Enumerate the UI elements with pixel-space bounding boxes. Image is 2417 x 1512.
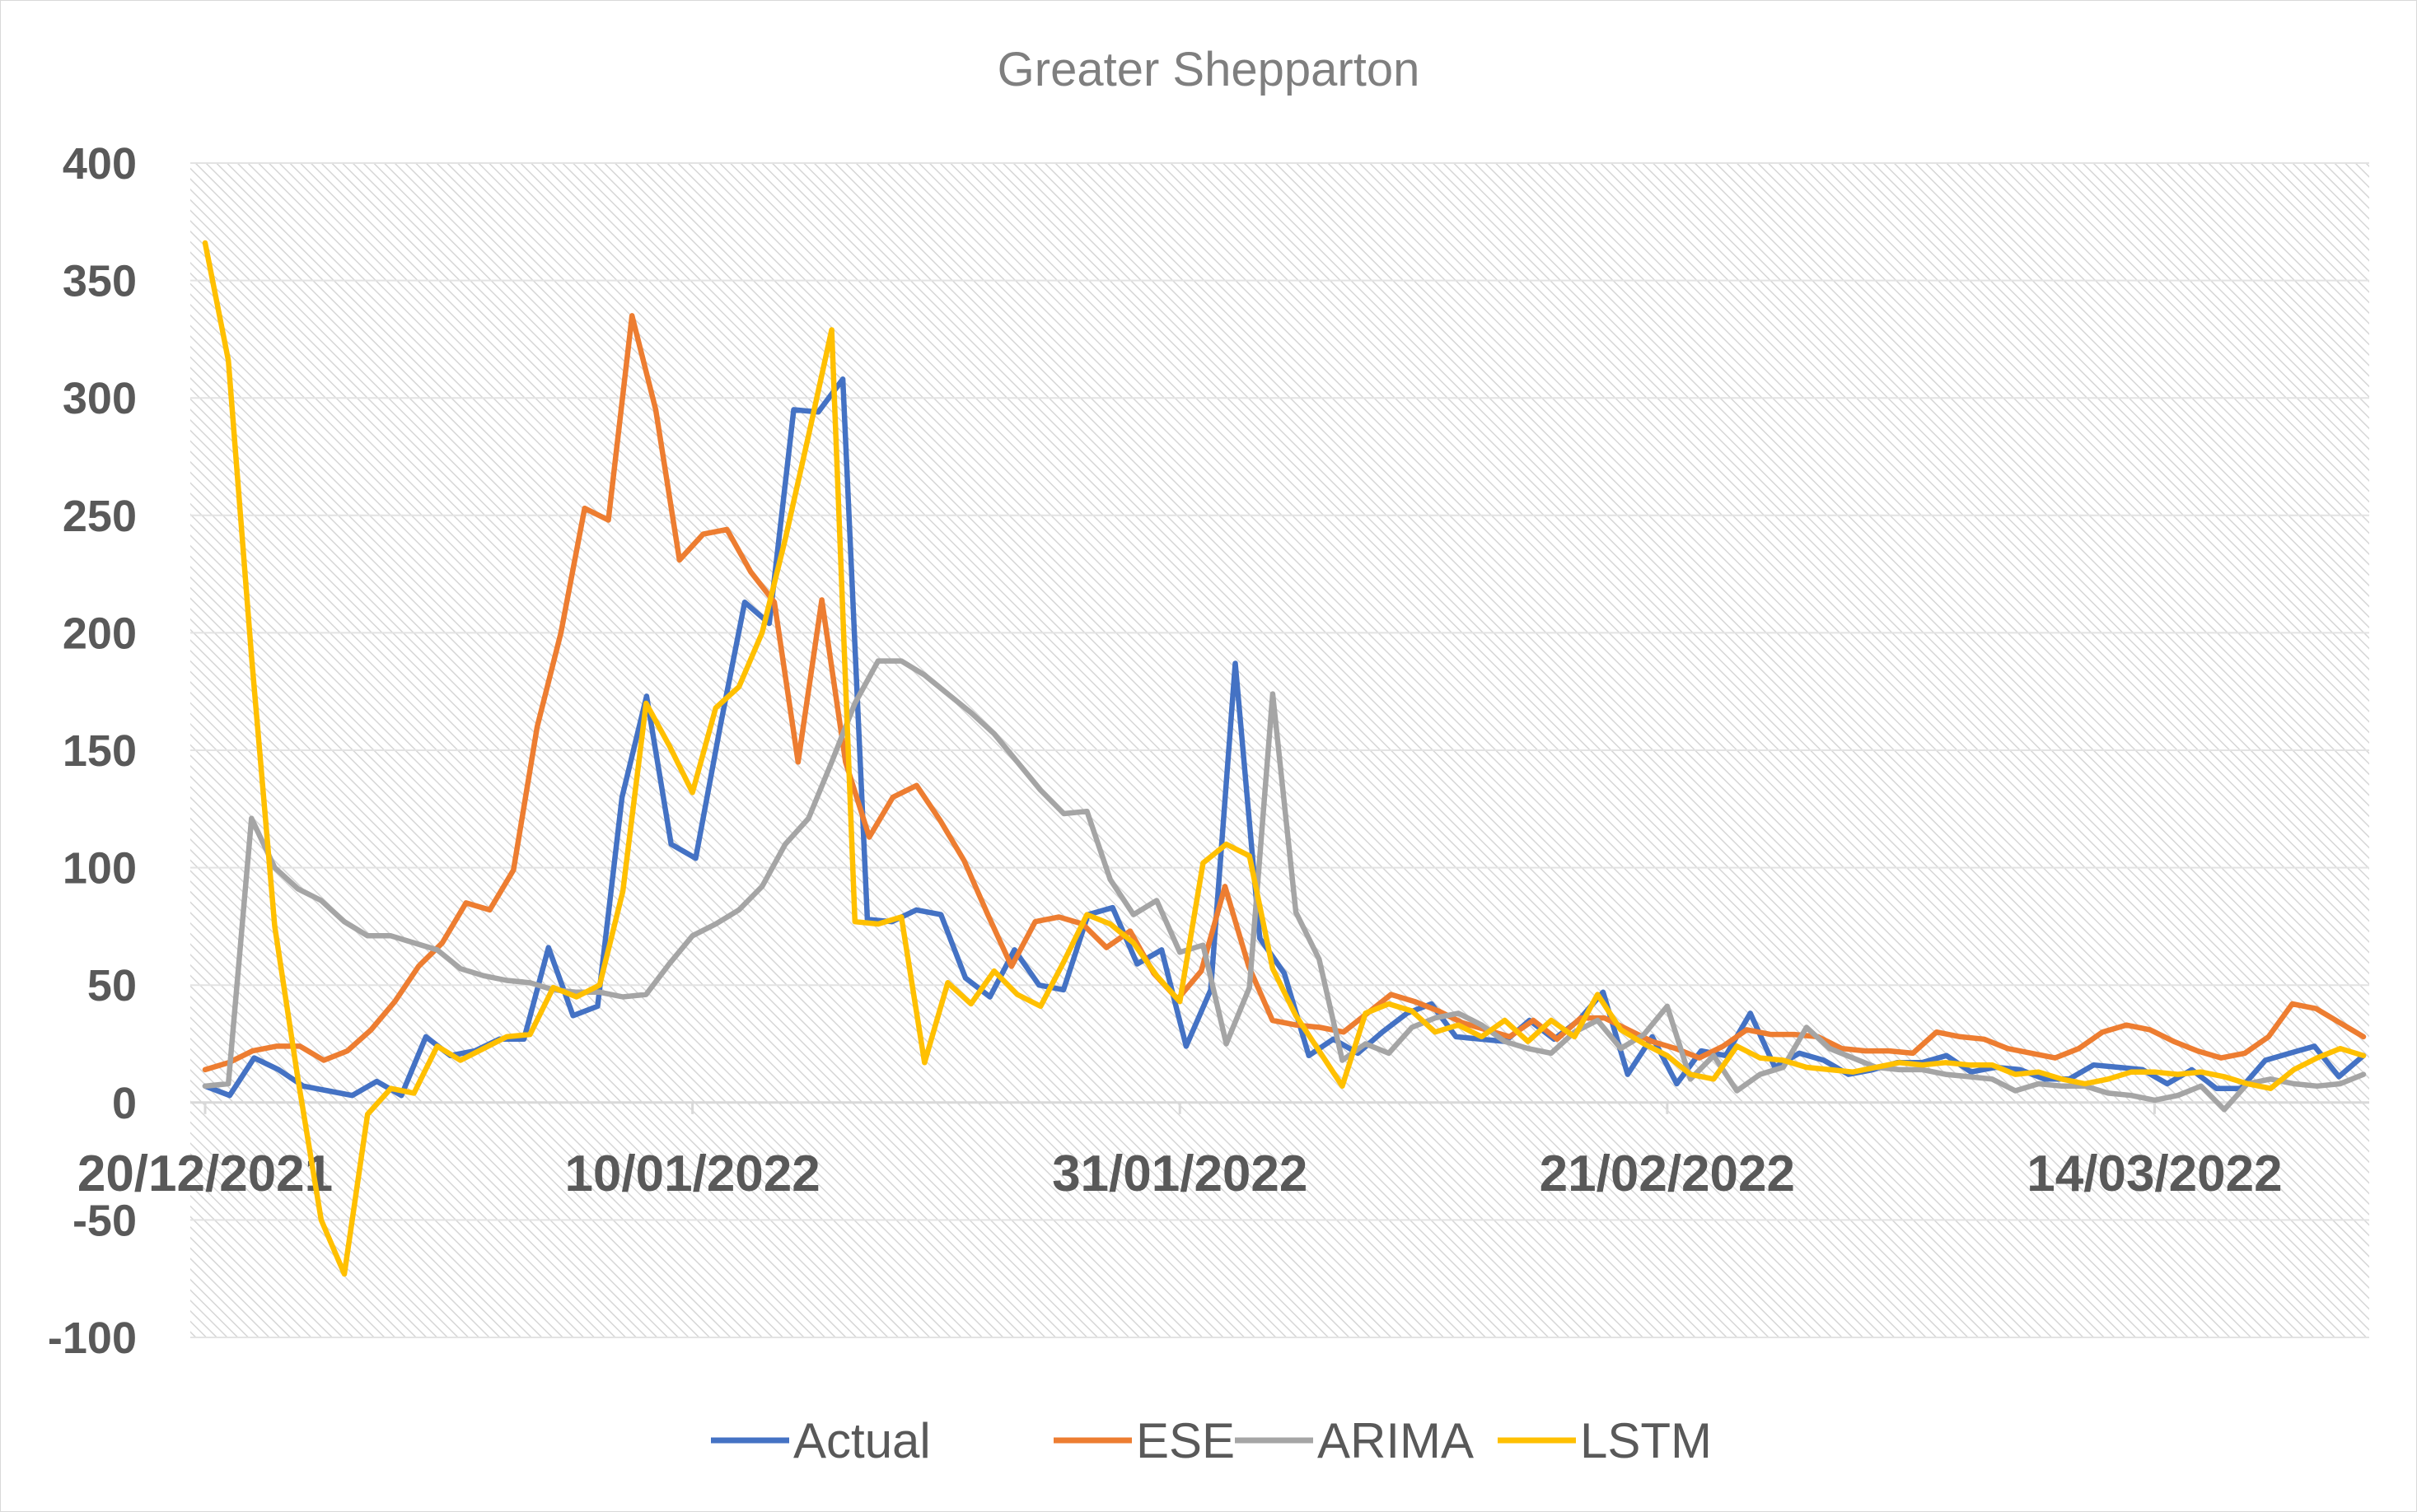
x-tick-label: 21/02/2022 (1540, 1146, 1795, 1202)
y-tick-label: 200 (63, 609, 137, 658)
series-line-ese (202, 313, 2367, 1073)
y-axis: -100 -50 0 50 100 150 200 250 300 350 400 (48, 139, 137, 1363)
y-tick-label: -50 (72, 1196, 137, 1245)
y-tick-label: 400 (63, 139, 137, 189)
x-axis: 20/12/2021 10/01/2022 31/01/2022 21/02/2022… (77, 1101, 2369, 1202)
x-tick-label: 20/12/2021 (77, 1146, 333, 1202)
x-tick-label: 10/01/2022 (564, 1146, 820, 1202)
legend-label-ese: ESE (1136, 1413, 1235, 1468)
legend-label-actual: Actual (793, 1413, 931, 1468)
legend-label-lstm: LSTM (1580, 1413, 1712, 1468)
y-tick-label: 250 (63, 492, 137, 541)
y-tick-label: 300 (63, 374, 137, 423)
chart-title: Greater Shepparton (998, 43, 1420, 96)
x-tick-label: 14/03/2022 (2027, 1146, 2282, 1202)
y-tick-label: 150 (63, 726, 137, 776)
series-lines (202, 240, 2367, 1277)
series-line-lstm (202, 240, 2367, 1277)
x-tick-label: 31/01/2022 (1052, 1146, 1307, 1202)
y-tick-label: 350 (63, 257, 137, 306)
y-tick-label: -100 (48, 1314, 137, 1363)
y-tick-label: 0 (112, 1079, 137, 1128)
y-tick-label: 50 (87, 961, 137, 1010)
legend-label-arima: ARIMA (1317, 1413, 1474, 1468)
y-tick-label: 100 (63, 844, 137, 894)
legend: Actual ESE ARIMA LSTM (711, 1413, 1712, 1468)
